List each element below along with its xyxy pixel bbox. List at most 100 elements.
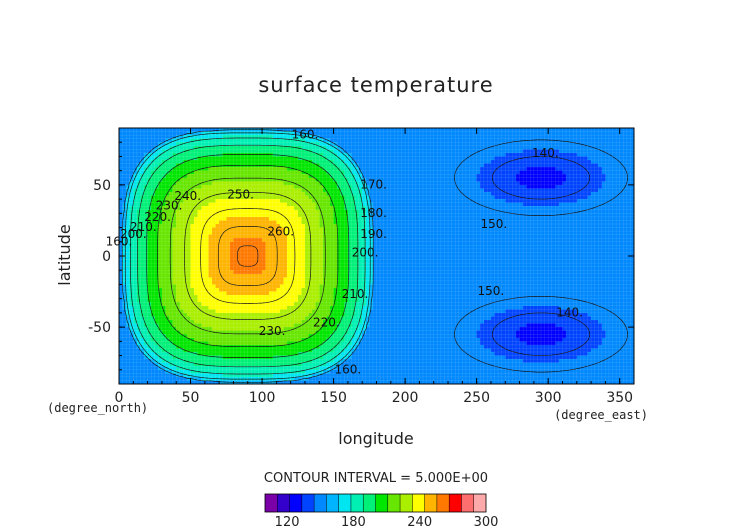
- field-cell: [165, 145, 170, 150]
- field-cell: [226, 160, 231, 165]
- field-cell: [419, 167, 424, 172]
- field-cell: [186, 145, 192, 150]
- field-cell: [451, 174, 456, 179]
- field-cell: [147, 131, 152, 136]
- field-cell: [233, 188, 238, 193]
- field-cell: [519, 170, 524, 175]
- field-cell: [405, 231, 410, 236]
- field-cell: [408, 192, 413, 197]
- field-cell: [330, 231, 335, 236]
- field-cell: [523, 181, 528, 186]
- field-cell: [480, 209, 485, 214]
- field-cell: [147, 184, 152, 190]
- field-cell: [419, 174, 424, 179]
- field-cell: [319, 160, 324, 165]
- field-cell: [537, 202, 542, 207]
- field-cell: [616, 209, 621, 214]
- field-cell: [458, 170, 463, 175]
- field-cell: [136, 152, 142, 158]
- field-cell: [215, 238, 220, 243]
- field-cell: [390, 138, 395, 143]
- field-cell: [458, 195, 463, 200]
- field-cell: [240, 156, 245, 161]
- field-cell: [204, 234, 210, 239]
- field-cell: [197, 224, 202, 229]
- field-cell: [483, 241, 488, 246]
- field-cell: [519, 220, 524, 225]
- field-cell: [576, 167, 581, 172]
- field-cell: [519, 231, 524, 236]
- field-cell: [226, 149, 231, 154]
- field-cell: [201, 199, 206, 204]
- field-cell: [362, 206, 367, 211]
- field-cell: [562, 163, 567, 168]
- field-cell: [290, 248, 295, 254]
- field-cell: [533, 220, 539, 225]
- field-cell: [462, 128, 467, 133]
- field-cell: [186, 227, 192, 232]
- field-cell: [308, 128, 313, 133]
- field-cell: [355, 231, 360, 236]
- field-cell: [422, 245, 428, 250]
- field-cell: [519, 163, 524, 168]
- field-cell: [133, 156, 138, 161]
- field-cell: [258, 177, 263, 182]
- field-cell: [283, 135, 288, 140]
- field-cell: [476, 135, 481, 140]
- field-cell: [383, 224, 388, 229]
- field-cell: [208, 206, 213, 211]
- field-cell: [405, 135, 410, 140]
- field-cell: [433, 135, 438, 140]
- field-cell: [394, 170, 399, 175]
- field-cell: [308, 156, 313, 161]
- field-cell: [194, 181, 199, 186]
- field-cell: [583, 152, 589, 158]
- field-cell: [626, 192, 632, 197]
- field-cell: [315, 156, 320, 161]
- field-cell: [294, 160, 299, 165]
- field-cell: [465, 248, 471, 254]
- field-cell: [237, 138, 242, 143]
- field-cell: [498, 241, 503, 246]
- field-cell: [512, 170, 517, 175]
- field-cell: [201, 245, 206, 250]
- field-cell: [262, 220, 267, 225]
- field-cell: [169, 216, 174, 222]
- field-cell: [533, 160, 539, 165]
- field-cell: [490, 188, 496, 193]
- field-cell: [304, 167, 310, 172]
- field-cell: [512, 167, 517, 172]
- field-cell: [254, 142, 260, 147]
- field-cell: [523, 206, 528, 211]
- field-cell: [265, 209, 270, 214]
- field-cell: [401, 174, 406, 179]
- field-cell: [630, 135, 635, 140]
- field-cell: [380, 245, 385, 250]
- field-cell: [548, 181, 553, 186]
- field-cell: [183, 128, 188, 133]
- field-cell: [562, 184, 567, 190]
- field-cell: [523, 188, 528, 193]
- field-cell: [340, 156, 345, 161]
- field-cell: [512, 188, 517, 193]
- field-cell: [587, 202, 592, 207]
- field-cell: [222, 202, 227, 207]
- field-cell: [448, 181, 453, 186]
- field-cell: [169, 170, 174, 175]
- field-cell: [616, 142, 621, 147]
- field-cell: [397, 145, 403, 150]
- field-cell: [580, 156, 585, 161]
- field-cell: [401, 142, 406, 147]
- field-cell: [351, 138, 356, 143]
- field-cell: [247, 149, 252, 154]
- field-cell: [440, 174, 446, 179]
- field-cell: [194, 128, 199, 133]
- field-cell: [279, 241, 285, 246]
- field-cell: [147, 227, 152, 232]
- field-cell: [608, 138, 614, 143]
- field-cell: [319, 152, 324, 158]
- field-cell: [455, 170, 460, 175]
- field-cell: [269, 227, 274, 232]
- field-cell: [526, 170, 531, 175]
- field-cell: [408, 234, 413, 239]
